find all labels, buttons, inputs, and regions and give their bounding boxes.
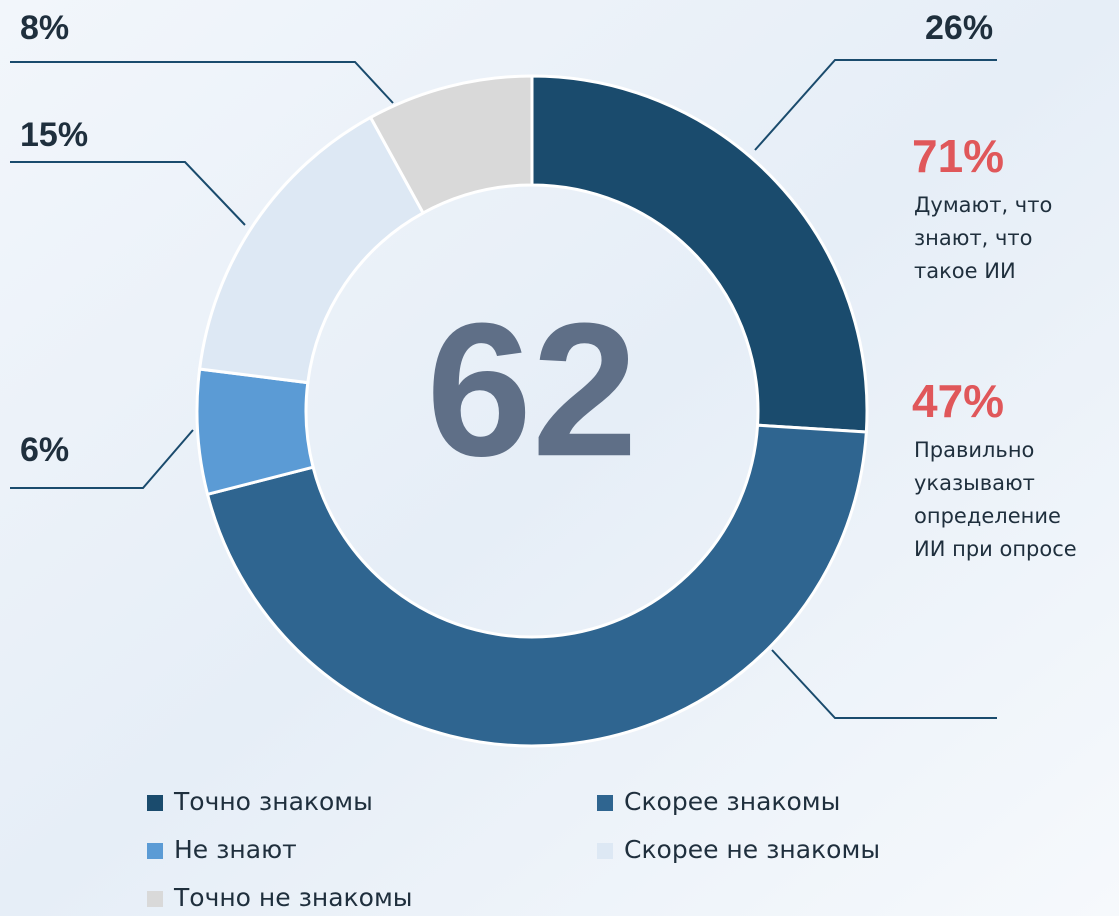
leader-line xyxy=(10,61,394,104)
leader-line xyxy=(10,161,246,226)
leader-line xyxy=(771,649,997,719)
legend-swatch xyxy=(147,891,163,907)
leader-line xyxy=(754,59,997,151)
donut-slice xyxy=(205,423,868,748)
annotation-value: 71% xyxy=(912,130,1004,182)
center-label: 62 xyxy=(426,284,637,496)
annotation-text: определение xyxy=(914,504,1061,528)
legend-swatch xyxy=(147,795,163,811)
donut-slice xyxy=(368,74,534,215)
annotation-text: указывают xyxy=(914,471,1035,495)
data-label: 15% xyxy=(20,116,88,154)
legend-label: Скорее не знакомы xyxy=(624,835,880,864)
donut-slice xyxy=(530,74,869,434)
annotation-text: Правильно xyxy=(914,438,1034,462)
legend-label: Точно не знакомы xyxy=(173,883,413,912)
annotation-value: 47% xyxy=(912,375,1004,427)
data-label: 6% xyxy=(20,431,69,469)
legend-swatch xyxy=(597,795,613,811)
legend-label: Не знают xyxy=(174,835,297,864)
annotation-text: Думают, что xyxy=(914,193,1052,217)
legend-label: Скорее знакомы xyxy=(624,787,840,816)
data-label: 8% xyxy=(20,9,69,47)
annotation-text: ИИ при опросе xyxy=(914,537,1077,561)
annotation-text: такое ИИ xyxy=(914,259,1016,283)
legend-swatch xyxy=(147,843,163,859)
data-label: 26% xyxy=(925,9,993,47)
annotation-text: знают, что xyxy=(914,226,1033,250)
leader-line xyxy=(10,429,194,489)
legend-label: Точно знакомы xyxy=(173,787,373,816)
legend-swatch xyxy=(597,843,613,859)
